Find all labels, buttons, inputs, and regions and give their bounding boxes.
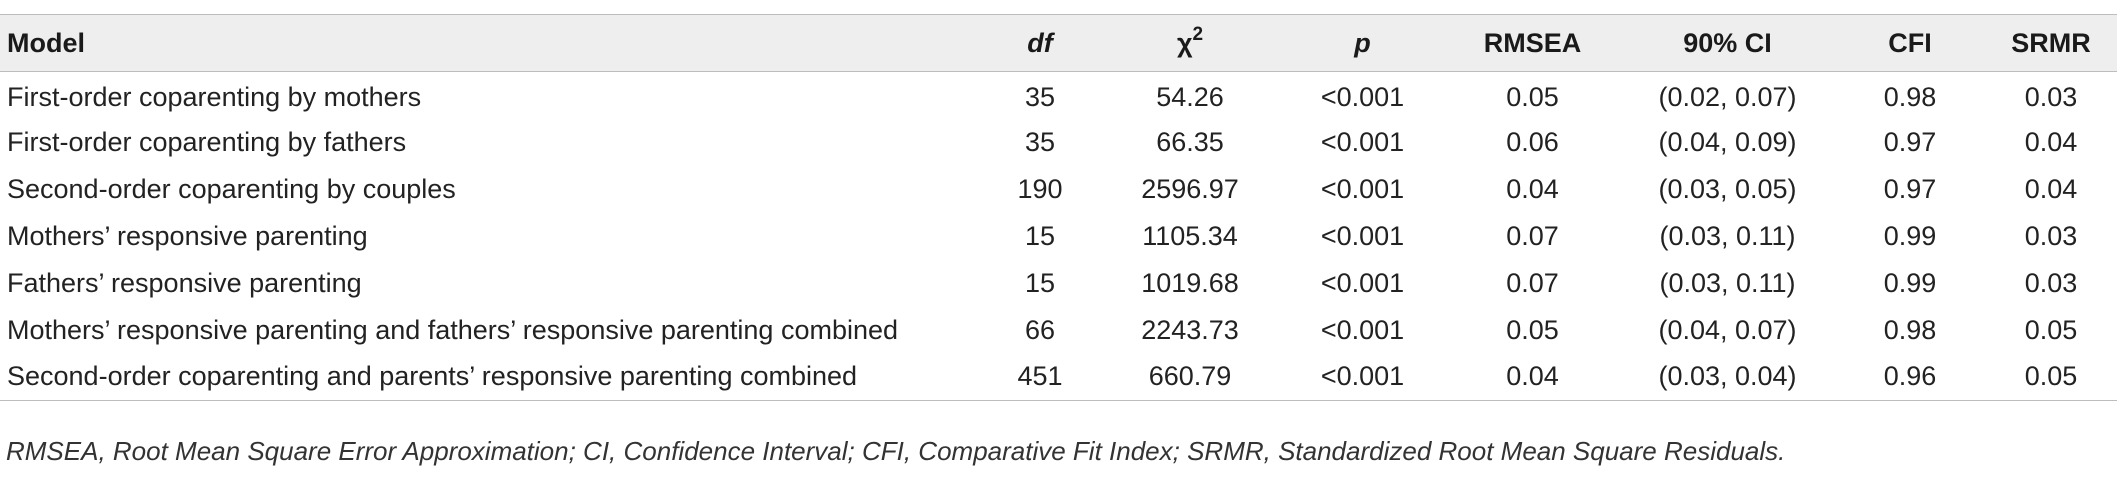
- cell-srmr: 0.03: [2024, 81, 2078, 112]
- cell-cfi: 0.98: [1883, 314, 1937, 345]
- cell-cfi: 0.99: [1883, 267, 1937, 298]
- cell-chi2: 2596.97: [1141, 173, 1239, 204]
- chi-superscript: 2: [1192, 23, 1204, 45]
- cell-chi2: 1019.68: [1141, 267, 1239, 298]
- cell-rmsea: 0.05: [1506, 314, 1559, 345]
- cell-model: First-order coparenting by mothers: [7, 81, 422, 112]
- cell-df: 35: [1024, 81, 1056, 112]
- cell-p: <0.001: [1320, 173, 1405, 204]
- cell-srmr: 0.03: [2024, 220, 2078, 251]
- cell-chi2: 2243.73: [1141, 314, 1239, 345]
- cell-rmsea: 0.07: [1506, 220, 1559, 251]
- header-row: Model df χ2 p RMSEA 90% CI CFI SRMR: [0, 14, 2117, 72]
- table-header: Model df χ2 p RMSEA 90% CI CFI SRMR: [0, 14, 2117, 72]
- cell-srmr: 0.05: [1985, 353, 2117, 401]
- cell-p: <0.001: [1320, 220, 1405, 251]
- cell-model: Mothers’ responsive parenting and father…: [7, 314, 899, 345]
- cell-srmr: 0.04: [2024, 126, 2078, 157]
- cell-cfi: 0.97: [1883, 173, 1937, 204]
- cell-cfi: 0.98: [1883, 81, 1937, 112]
- cell-model: Second-order coparenting by couples: [7, 173, 456, 204]
- table-row: Fathers’ responsive parenting 15 1019.68…: [0, 260, 2117, 307]
- table-row: Second-order coparenting by couples 190 …: [0, 166, 2117, 213]
- cell-chi2: 54.26: [1156, 81, 1224, 112]
- cell-ci: (0.03, 0.05): [1658, 173, 1797, 204]
- cell-srmr: 0.03: [2024, 267, 2078, 298]
- cell-p: <0.001: [1280, 353, 1445, 401]
- header-rmsea: RMSEA: [1445, 14, 1620, 72]
- cell-ci: (0.04, 0.07): [1658, 314, 1797, 345]
- cell-model: Fathers’ responsive parenting: [7, 267, 362, 298]
- cell-df: 66: [1024, 314, 1056, 345]
- cell-df: 451: [980, 353, 1100, 401]
- table-row: First-order coparenting by mothers 35 54…: [0, 72, 2117, 119]
- cell-chi2: 1105.34: [1142, 220, 1238, 251]
- model-fit-table: Model df χ2 p RMSEA 90% CI CFI SRMR Firs…: [0, 14, 2117, 401]
- cell-p: <0.001: [1320, 126, 1405, 157]
- header-cfi: CFI: [1835, 14, 1985, 72]
- cell-df: 15: [1024, 267, 1056, 298]
- cell-p: <0.001: [1320, 314, 1405, 345]
- cell-p: <0.001: [1320, 267, 1405, 298]
- cell-srmr: 0.05: [2024, 314, 2078, 345]
- cell-ci: (0.02, 0.07): [1658, 81, 1797, 112]
- cell-rmsea: 0.07: [1506, 267, 1559, 298]
- cell-rmsea: 0.04: [1445, 353, 1620, 401]
- header-df: df: [980, 14, 1100, 72]
- cell-ci: (0.03, 0.11): [1659, 267, 1796, 298]
- table-row: Mothers’ responsive parenting 15 1105.34…: [0, 213, 2117, 260]
- cell-ci: (0.04, 0.09): [1658, 126, 1797, 157]
- cell-model: First-order coparenting by fathers: [7, 126, 407, 157]
- cell-df: 35: [1024, 126, 1056, 157]
- table-row: First-order coparenting by fathers 35 66…: [0, 119, 2117, 166]
- cell-cfi: 0.96: [1835, 353, 1985, 401]
- cell-chi2: 66.35: [1156, 126, 1224, 157]
- table-footnote: RMSEA, Root Mean Square Error Approximat…: [6, 436, 1786, 466]
- cell-cfi: 0.97: [1883, 126, 1937, 157]
- cell-rmsea: 0.04: [1506, 173, 1559, 204]
- cell-ci: (0.03, 0.04): [1620, 353, 1835, 401]
- cell-ci: (0.03, 0.11): [1659, 220, 1796, 251]
- cell-df: 15: [1024, 220, 1056, 251]
- cell-rmsea: 0.05: [1506, 81, 1559, 112]
- header-p: p: [1280, 14, 1445, 72]
- header-chi-square: χ2: [1100, 14, 1280, 72]
- chi-symbol: χ: [1176, 27, 1193, 58]
- table-body: First-order coparenting by mothers 35 54…: [0, 72, 2117, 401]
- cell-model: Second-order coparenting and parents’ re…: [0, 353, 980, 401]
- cell-cfi: 0.99: [1883, 220, 1937, 251]
- cell-srmr: 0.04: [2024, 173, 2078, 204]
- table-row: Mothers’ responsive parenting and father…: [0, 307, 2117, 354]
- cell-chi2: 660.79: [1100, 353, 1280, 401]
- header-model: Model: [0, 14, 980, 72]
- cell-p: <0.001: [1320, 81, 1405, 112]
- cell-df: 190: [1017, 173, 1063, 204]
- cell-rmsea: 0.06: [1506, 126, 1559, 157]
- cell-model: Mothers’ responsive parenting: [7, 220, 368, 251]
- header-srmr: SRMR: [1985, 14, 2117, 72]
- header-ci: 90% CI: [1620, 14, 1835, 72]
- table-row: Second-order coparenting and parents’ re…: [0, 353, 2117, 401]
